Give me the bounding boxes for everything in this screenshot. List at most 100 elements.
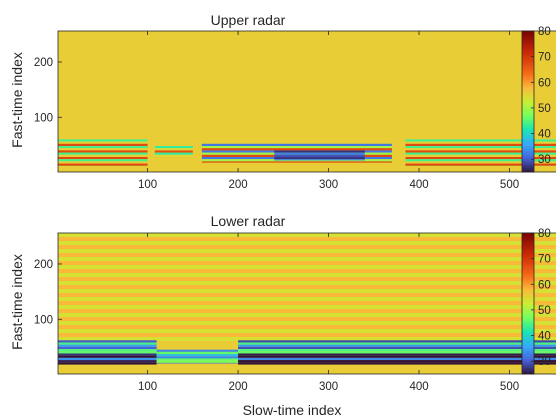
- colorbar-cell: [522, 101, 534, 105]
- colorbar-cell: [522, 362, 534, 366]
- lower-colorbar: 30 40 50 60 70 80: [521, 228, 551, 375]
- y-tick-label: 100: [34, 112, 53, 124]
- upper-x-ticks: 100200300400500600: [138, 31, 519, 191]
- heatmap-cell: [154, 150, 193, 153]
- colorbar-cell: [522, 110, 534, 114]
- heatmap-cell: [58, 269, 556, 273]
- colorbar-cell: [522, 66, 534, 69]
- heatmap-cell: [201, 161, 392, 163]
- colorbar-cell: [522, 77, 534, 80]
- colorbar-cell: [522, 88, 534, 91]
- colorbar-cell: [522, 163, 534, 166]
- colorbar-cell: [522, 316, 534, 320]
- colorbar-cell: [522, 323, 534, 327]
- colorbar-cell: [522, 288, 534, 291]
- colorbar-tick-label: 60: [538, 279, 551, 291]
- heatmap-cell: [58, 289, 556, 293]
- colorbar-cell: [522, 130, 534, 133]
- colorbar-cell: [522, 281, 534, 285]
- colorbar-frame: [521, 232, 535, 375]
- colorbar-cell: [522, 138, 534, 142]
- heatmap-cell: [58, 281, 556, 285]
- colorbar-cell: [522, 369, 534, 373]
- colorbar-cell: [522, 325, 534, 329]
- colorbar-cell: [522, 334, 534, 338]
- colorbar-cell: [522, 99, 534, 102]
- colorbar-cell: [522, 338, 534, 342]
- heatmap-cell: [156, 351, 239, 355]
- heatmap-cell: [58, 362, 157, 365]
- heatmap-cell: [58, 265, 556, 269]
- heatmap-band: [58, 233, 556, 342]
- colorbar-cell: [522, 70, 534, 74]
- heatmap-band: [154, 146, 193, 158]
- colorbar-cell: [522, 347, 534, 351]
- heatmap-cell: [58, 277, 556, 281]
- heatmap-cell: [405, 150, 556, 153]
- colorbar-cell: [522, 149, 534, 153]
- heatmap-cell: [201, 143, 392, 146]
- colorbar-cell: [522, 145, 534, 149]
- colorbar-cell: [522, 283, 534, 287]
- colorbar-cell: [522, 125, 534, 129]
- x-tick-label: 400: [409, 381, 428, 393]
- colorbar-cell: [522, 303, 534, 307]
- colorbar-cell: [522, 31, 534, 34]
- heatmap-cell: [238, 349, 556, 352]
- heatmap-cell: [58, 233, 556, 237]
- colorbar-cell: [522, 156, 534, 160]
- lower-x-ticks: 100200300400500600: [138, 233, 519, 393]
- colorbar-cell: [522, 134, 534, 138]
- heatmap-cell: [58, 351, 157, 354]
- colorbar-cell: [522, 343, 534, 346]
- colorbar-cell: [522, 103, 534, 107]
- heatmap-cell: [58, 293, 556, 297]
- heatmap-cell: [58, 161, 148, 164]
- colorbar-cell: [522, 141, 534, 144]
- heatmap-cell: [58, 245, 556, 249]
- heatmap-cell: [58, 297, 556, 301]
- y-tick-label: 200: [34, 259, 53, 271]
- heatmap-cell: [58, 360, 157, 363]
- heatmap-cell: [405, 156, 556, 160]
- heatmap-cell: [58, 150, 148, 153]
- y-tick-label: 100: [34, 314, 53, 326]
- heatmap-band: [238, 340, 556, 365]
- colorbar-cell: [522, 358, 534, 362]
- colorbar-cell: [522, 55, 534, 58]
- heatmap-cell: [58, 313, 556, 317]
- colorbar-frame: [521, 30, 535, 173]
- heatmap-band: [156, 349, 239, 364]
- heatmap-cell: [58, 353, 157, 356]
- colorbar-cell: [522, 336, 534, 340]
- x-tick-label: 100: [138, 179, 157, 191]
- heatmap-cell: [405, 148, 556, 151]
- colorbar-cell: [522, 290, 534, 293]
- heatmap-cell: [238, 355, 556, 358]
- heatmap-cell: [58, 253, 556, 257]
- colorbar-tick-label: 30: [538, 356, 551, 368]
- heatmap-cell: [405, 159, 556, 162]
- colorbar-cell: [522, 312, 534, 316]
- colorbar-cell: [522, 252, 534, 256]
- colorbar-cell: [522, 44, 534, 47]
- colorbar-cell: [522, 86, 534, 89]
- heatmap-cell: [58, 141, 148, 144]
- colorbar-cell: [522, 314, 534, 318]
- colorbar-cell: [522, 299, 534, 302]
- heatmap-cell: [58, 340, 157, 343]
- colorbar-cell: [522, 92, 534, 96]
- colorbar-cell: [522, 79, 534, 83]
- heatmap-cell: [238, 342, 556, 345]
- colorbar-cell: [522, 35, 534, 39]
- upper-plot-frame: [57, 30, 556, 173]
- x-tick-label: 400: [409, 179, 428, 191]
- colorbar-cell: [522, 121, 534, 125]
- colorbar-cell: [522, 167, 534, 171]
- colorbar-cell: [522, 235, 534, 238]
- x-axis-label: Slow-time index: [243, 402, 342, 418]
- heatmap-cell: [405, 154, 556, 157]
- lower-y-ticks: 100 200: [34, 259, 62, 326]
- colorbar-cell: [522, 160, 534, 164]
- colorbar-cell: [522, 367, 534, 371]
